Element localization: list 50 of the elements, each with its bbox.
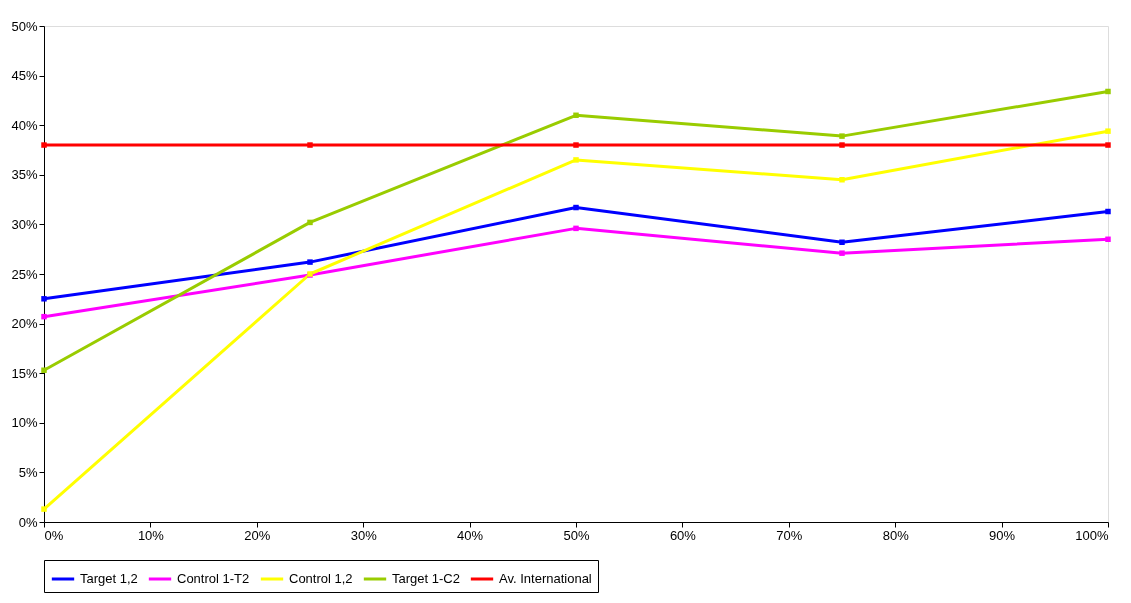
point <box>307 142 313 148</box>
y-tick-label: 5% <box>18 464 38 480</box>
point <box>41 296 47 302</box>
point <box>307 219 313 226</box>
point <box>1105 208 1111 215</box>
point <box>573 112 579 119</box>
y-tick-label: 30% <box>11 216 38 232</box>
point <box>41 506 47 512</box>
point <box>839 142 845 148</box>
y-tick-label: 15% <box>11 365 38 381</box>
point <box>839 177 845 183</box>
point <box>1105 142 1111 148</box>
x-tick-label: 100% <box>1075 527 1109 543</box>
legend-label: Control 1,2 <box>289 571 353 586</box>
x-tick-label: 40% <box>457 527 484 543</box>
legend-label: Target 1,2 <box>80 571 138 586</box>
y-tick-label: 20% <box>11 316 38 332</box>
y-tick-label: 45% <box>11 68 38 84</box>
point <box>1105 128 1111 134</box>
y-tick-label: 50% <box>11 18 38 34</box>
x-tick-label: 50% <box>563 527 590 543</box>
x-tick-label: 0% <box>44 527 64 543</box>
x-tick-label: 60% <box>669 527 697 543</box>
point <box>307 259 313 265</box>
y-tick-label: 25% <box>11 266 38 282</box>
legend-label: Control 1-T2 <box>177 571 250 586</box>
x-tick-label: 30% <box>350 527 378 543</box>
x-tick-label: 70% <box>776 527 803 543</box>
x-tick-label: 80% <box>882 527 910 543</box>
point <box>1105 88 1111 95</box>
point <box>839 250 845 256</box>
point <box>41 313 47 320</box>
point <box>573 142 579 148</box>
point <box>573 157 579 163</box>
y-tick-label: 35% <box>11 167 38 183</box>
legend-label: Av. International <box>499 571 592 586</box>
y-tick-label: 0% <box>18 514 38 530</box>
x-tick-label: 10% <box>137 527 165 543</box>
point <box>839 133 845 139</box>
y-tick-label: 40% <box>11 117 38 133</box>
y-tick-label: 10% <box>11 415 38 431</box>
legend-label: Target 1-C2 <box>392 571 460 586</box>
point <box>41 367 47 373</box>
point <box>573 204 579 211</box>
point <box>1105 236 1111 243</box>
x-tick-label: 20% <box>244 527 271 543</box>
point <box>839 239 845 245</box>
x-tick-label: 90% <box>989 527 1016 543</box>
point <box>573 225 579 232</box>
point <box>41 142 47 148</box>
